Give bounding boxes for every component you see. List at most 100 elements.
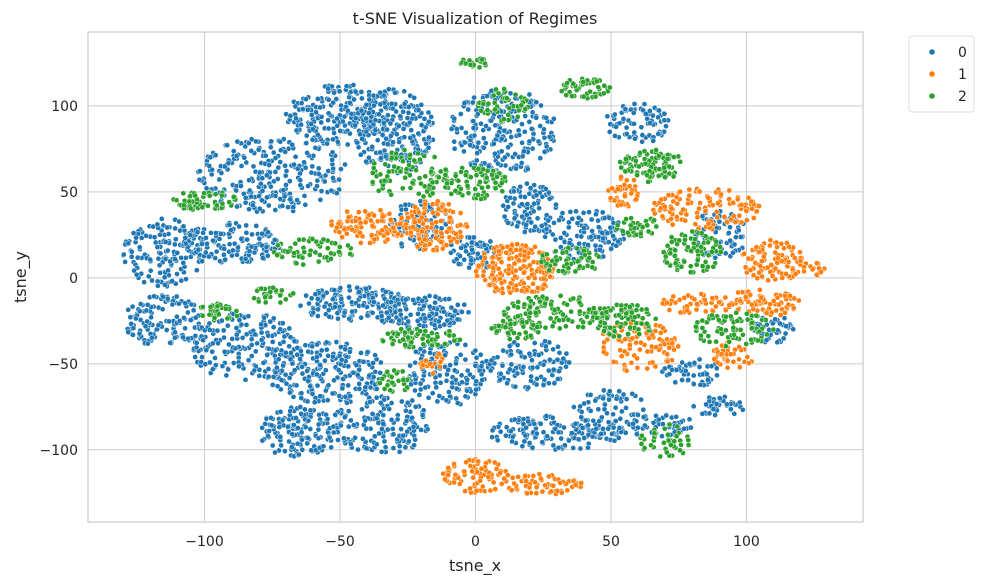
point-series-0 bbox=[178, 277, 185, 284]
point-series-0 bbox=[461, 301, 468, 308]
point-series-0 bbox=[453, 256, 460, 263]
point-series-0 bbox=[307, 383, 314, 390]
point-series-0 bbox=[235, 244, 241, 251]
point-series-1 bbox=[705, 195, 712, 201]
point-series-0 bbox=[579, 425, 586, 431]
point-series-0 bbox=[592, 397, 599, 404]
point-series-0 bbox=[226, 221, 233, 228]
point-series-1 bbox=[547, 273, 553, 280]
point-series-0 bbox=[334, 139, 341, 145]
point-series-0 bbox=[250, 202, 256, 209]
point-series-0 bbox=[581, 435, 588, 441]
point-series-1 bbox=[750, 215, 757, 221]
point-series-0 bbox=[137, 301, 144, 307]
point-series-0 bbox=[143, 233, 149, 239]
point-series-0 bbox=[242, 199, 249, 206]
point-series-0 bbox=[587, 234, 594, 240]
point-series-0 bbox=[420, 407, 427, 414]
point-series-0 bbox=[169, 301, 176, 308]
point-series-0 bbox=[232, 345, 239, 352]
point-series-0 bbox=[661, 365, 668, 372]
point-series-1 bbox=[475, 458, 482, 465]
point-series-2 bbox=[415, 150, 421, 157]
point-series-0 bbox=[212, 362, 219, 368]
point-series-0 bbox=[283, 349, 289, 356]
point-series-0 bbox=[650, 419, 657, 426]
point-series-2 bbox=[393, 150, 400, 157]
point-series-0 bbox=[578, 409, 585, 415]
point-series-0 bbox=[293, 382, 300, 389]
point-series-0 bbox=[468, 239, 475, 246]
point-series-0 bbox=[239, 334, 246, 341]
point-series-0 bbox=[383, 309, 390, 316]
point-series-0 bbox=[622, 106, 629, 113]
point-series-2 bbox=[206, 192, 213, 199]
point-series-0 bbox=[360, 358, 367, 365]
point-series-0 bbox=[345, 408, 352, 414]
point-series-0 bbox=[145, 340, 151, 347]
point-series-0 bbox=[469, 246, 475, 253]
point-series-1 bbox=[371, 212, 377, 219]
point-series-0 bbox=[638, 396, 644, 403]
point-series-2 bbox=[369, 179, 376, 185]
point-series-1 bbox=[344, 208, 351, 215]
point-series-0 bbox=[531, 200, 537, 207]
point-series-0 bbox=[334, 122, 341, 129]
point-series-1 bbox=[478, 465, 485, 472]
point-series-0 bbox=[699, 410, 706, 417]
point-series-2 bbox=[492, 185, 499, 192]
point-series-0 bbox=[655, 114, 661, 121]
point-series-1 bbox=[499, 290, 506, 296]
point-series-0 bbox=[287, 196, 294, 203]
point-series-1 bbox=[797, 258, 804, 264]
point-series-1 bbox=[412, 203, 418, 210]
point-series-1 bbox=[437, 358, 444, 365]
point-series-1 bbox=[362, 208, 368, 215]
point-series-0 bbox=[495, 160, 501, 167]
point-series-0 bbox=[537, 420, 544, 427]
point-series-0 bbox=[390, 139, 396, 146]
point-series-0 bbox=[535, 138, 542, 145]
point-series-0 bbox=[534, 375, 540, 382]
point-series-0 bbox=[567, 209, 574, 215]
point-series-1 bbox=[660, 325, 666, 331]
point-series-0 bbox=[122, 259, 128, 265]
point-series-2 bbox=[595, 84, 602, 91]
point-series-0 bbox=[272, 155, 279, 161]
point-series-0 bbox=[446, 389, 452, 395]
point-series-1 bbox=[414, 243, 421, 250]
point-series-0 bbox=[288, 349, 294, 356]
point-series-1 bbox=[507, 246, 514, 253]
point-series-2 bbox=[388, 155, 395, 161]
point-series-0 bbox=[390, 445, 397, 451]
point-series-1 bbox=[480, 272, 487, 279]
point-series-0 bbox=[265, 373, 272, 380]
point-series-0 bbox=[125, 306, 132, 313]
point-series-1 bbox=[697, 200, 703, 206]
point-series-0 bbox=[342, 161, 348, 168]
point-series-1 bbox=[694, 301, 700, 307]
point-series-0 bbox=[347, 130, 353, 137]
point-series-0 bbox=[611, 111, 618, 118]
point-series-0 bbox=[258, 242, 265, 249]
point-series-0 bbox=[782, 330, 789, 337]
point-series-2 bbox=[421, 153, 428, 159]
point-series-0 bbox=[176, 300, 182, 307]
point-series-0 bbox=[549, 414, 556, 421]
point-series-0 bbox=[308, 447, 314, 454]
point-series-0 bbox=[130, 332, 136, 338]
point-series-1 bbox=[433, 228, 440, 235]
point-series-0 bbox=[704, 371, 710, 377]
point-series-0 bbox=[372, 117, 379, 124]
point-series-0 bbox=[224, 322, 231, 329]
point-series-1 bbox=[554, 487, 561, 494]
point-series-0 bbox=[144, 302, 151, 308]
point-series-1 bbox=[748, 301, 755, 308]
point-series-0 bbox=[610, 424, 617, 431]
point-series-0 bbox=[498, 135, 505, 142]
point-series-0 bbox=[465, 106, 472, 113]
point-series-2 bbox=[201, 190, 207, 197]
point-series-0 bbox=[274, 383, 281, 389]
point-series-0 bbox=[374, 137, 381, 143]
point-series-0 bbox=[325, 110, 332, 117]
